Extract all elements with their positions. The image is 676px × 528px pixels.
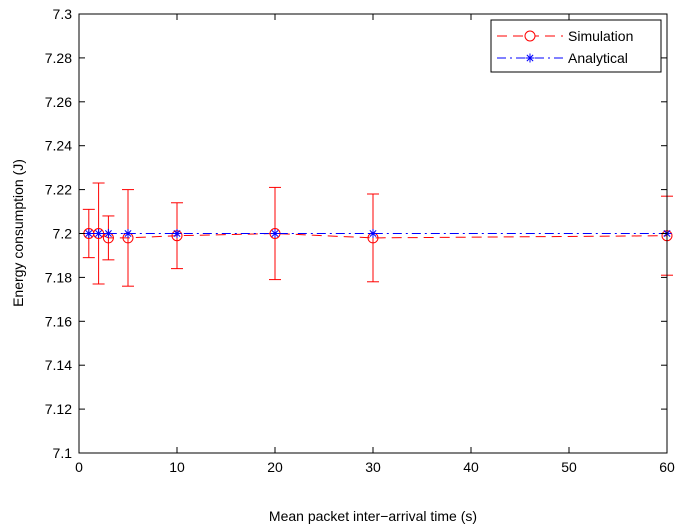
x-tick-label: 20 [267, 459, 283, 475]
y-axis-label: Energy consumption (J) [10, 159, 26, 307]
data-point [368, 229, 378, 238]
legend-label: Analytical [568, 50, 628, 66]
legend-marker [524, 30, 536, 42]
y-tick-label: 7.1 [53, 445, 73, 461]
y-tick-label: 7.12 [45, 401, 72, 417]
legend-box [490, 19, 662, 73]
legend: Simulation Analytical [490, 19, 662, 73]
asterisk-stroke [104, 229, 112, 238]
x-tick-label: 40 [463, 459, 479, 475]
data-point [123, 229, 133, 238]
y-tick-label: 7.2 [53, 226, 73, 242]
data-point [270, 229, 280, 238]
asterisk-stroke [173, 229, 181, 238]
x-tick-label: 50 [561, 459, 577, 475]
asterisk-stroke [271, 229, 279, 238]
y-tick-label: 7.18 [45, 269, 72, 285]
legend-marker [525, 53, 535, 63]
y-tick-label: 7.24 [45, 138, 72, 154]
y-tick-label: 7.28 [45, 50, 72, 66]
x-tick-label: 0 [75, 459, 83, 475]
x-tick-label: 60 [659, 459, 675, 475]
asterisk-stroke [85, 229, 93, 238]
data-point [94, 229, 104, 238]
asterisk-stroke [95, 229, 103, 238]
asterisk-stroke [369, 229, 377, 238]
y-tick-label: 7.26 [45, 94, 72, 110]
plot-frame [78, 13, 668, 454]
x-tick-label: 10 [169, 459, 185, 475]
legend-label: Simulation [568, 28, 633, 44]
x-tick-label: 30 [365, 459, 381, 475]
data-point [172, 229, 182, 238]
y-tick-label: 7.14 [45, 357, 72, 373]
data-point [103, 229, 113, 238]
y-tick-label: 7.22 [45, 182, 72, 198]
asterisk-stroke [526, 54, 534, 62]
ticks-layer: 0 10 20 30 40 50 60 7.1 7.12 7.14 7.16 7.18 7.2 7.22 7… [45, 6, 675, 475]
y-tick-label: 7.16 [45, 313, 72, 329]
x-axis-label: Mean packet inter−arrival time (s) [269, 508, 477, 524]
series-line-simulation [88, 232, 668, 239]
y-tick-label: 7.3 [53, 6, 73, 22]
data-point [84, 229, 94, 238]
asterisk-stroke [124, 229, 132, 238]
